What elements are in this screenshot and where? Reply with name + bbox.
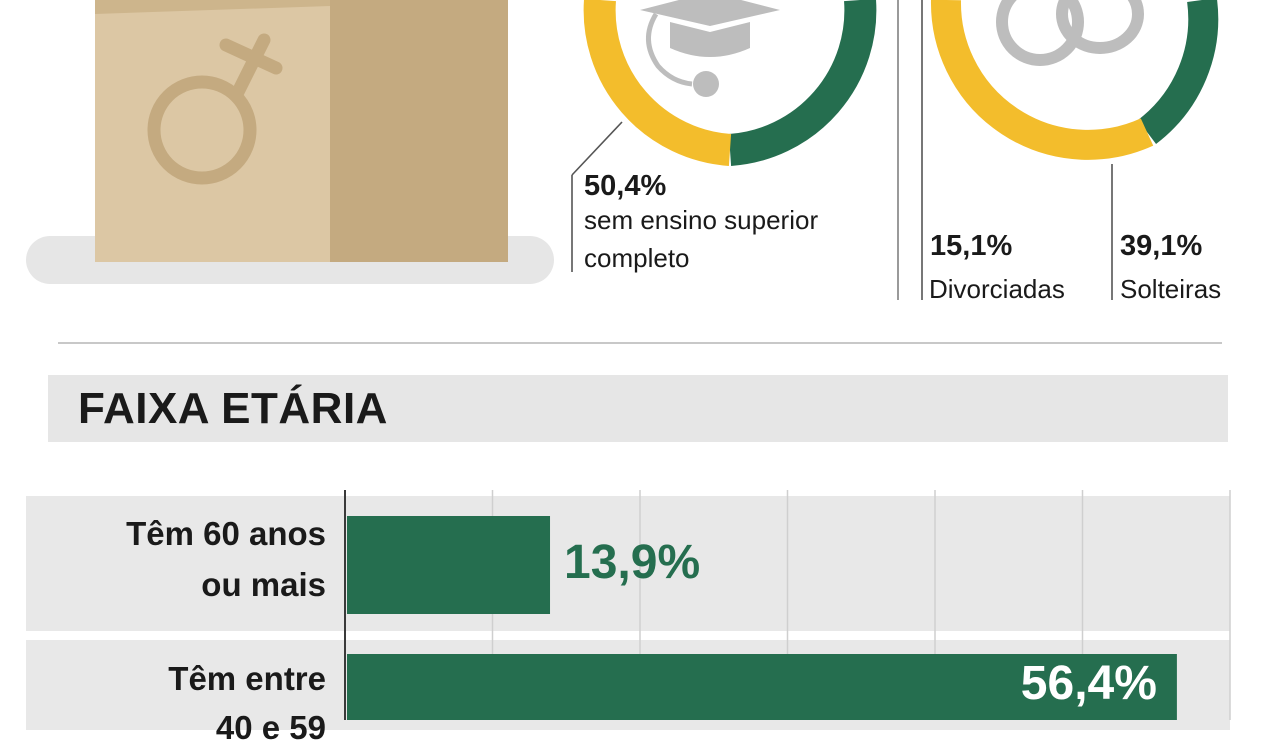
marital-donut-green xyxy=(1137,0,1219,144)
bar-value-label-1: 13,9% xyxy=(564,536,701,589)
education-donut-yellow xyxy=(583,0,732,166)
category-label-2b: 40 e 59 xyxy=(215,709,326,746)
bar-2 xyxy=(347,654,1177,720)
education-label-line1: sem ensino superior xyxy=(584,205,819,235)
category-label-1b: ou mais xyxy=(201,566,326,603)
wedding-rings-icon xyxy=(996,0,1144,66)
section-divider xyxy=(58,342,1222,344)
age-bar-chart xyxy=(344,490,1231,720)
education-donut-green xyxy=(728,0,877,166)
category-label-2a: Têm entre xyxy=(168,660,326,697)
female-symbol-icon xyxy=(95,0,508,262)
education-percent: 50,4% xyxy=(584,170,667,202)
marital-donut xyxy=(921,0,1219,300)
graduation-cap-icon xyxy=(640,0,780,97)
education-donut xyxy=(571,0,877,272)
vertical-divider xyxy=(897,0,899,300)
marital-donut-yellow xyxy=(930,0,1154,160)
education-label-line2: completo xyxy=(584,243,690,273)
single-percent: 39,1% xyxy=(1120,230,1203,262)
category-label-1a: Têm 60 anos xyxy=(126,515,326,552)
section-title: FAIXA ETÁRIA xyxy=(78,384,388,433)
single-label: Solteiras xyxy=(1120,274,1222,304)
divorced-percent: 15,1% xyxy=(930,230,1013,262)
gender-illustration xyxy=(0,0,560,300)
divorced-label: Divorciadas xyxy=(929,274,1065,304)
education-leader-line xyxy=(571,121,623,176)
bar-1 xyxy=(347,516,551,614)
row-background-1 xyxy=(26,496,1230,631)
bar-value-label-2: 56,4% xyxy=(1020,657,1157,710)
section-header xyxy=(48,375,1228,442)
